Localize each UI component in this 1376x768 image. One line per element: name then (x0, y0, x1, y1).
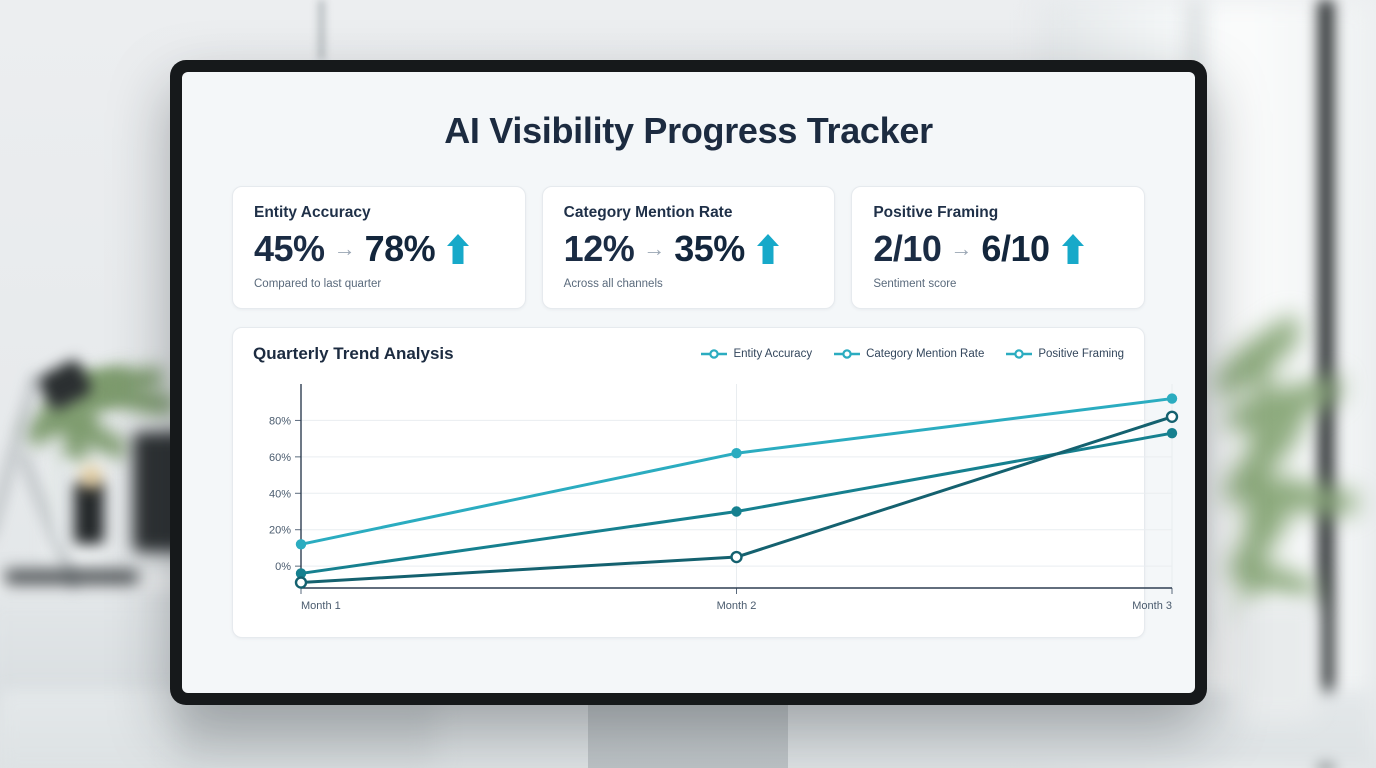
data-point (1166, 427, 1178, 439)
transition-arrow-icon: → (643, 236, 666, 261)
stat-card-category-mention-rate[interactable]: Category Mention Rate 12% → 35% Acros (541, 186, 836, 309)
data-point (731, 448, 742, 459)
page-title: AI Visibility Progress Tracker (444, 110, 933, 151)
data-point (295, 539, 307, 550)
candle (74, 482, 104, 544)
chart-panel: Quarterly Trend Analysis Entity Accuracy (232, 327, 1179, 638)
monitor-bezel: AI Visibility Progress Tracker Entity Ac… (170, 60, 1207, 705)
chart-title: Quarterly Trend Analysis (253, 344, 454, 363)
legend-marker-icon (834, 349, 861, 359)
data-point (731, 506, 742, 517)
stat-card-values: 45% → 78% (254, 228, 504, 270)
stat-card-values: 2/10 → 6/10 (873, 228, 1123, 270)
stat-card-positive-framing[interactable]: Positive Framing 2/10 → 6/10 Sentimen (851, 186, 1146, 309)
chart-legend: Entity Accuracy Category Mention Rate (701, 348, 1124, 360)
legend-label: Positive Framing (1038, 348, 1124, 360)
stat-card-entity-accuracy[interactable]: Entity Accuracy 45% → 78% Compared to (232, 186, 526, 309)
stat-card-subtitle: Across all channels (563, 278, 663, 290)
value-before: 2/10 (873, 228, 942, 269)
data-point (1166, 393, 1178, 404)
ceiling-strip (318, 0, 325, 60)
y-axis-tick-label: 20% (269, 525, 291, 537)
chart-header: Quarterly Trend Analysis Entity Accuracy (253, 344, 1124, 364)
y-axis-tick-label: 80% (269, 415, 291, 427)
stat-card-title: Positive Framing (873, 204, 999, 221)
chair (176, 700, 436, 768)
data-point (730, 550, 743, 564)
stat-card-values: 12% → 35% (564, 228, 814, 270)
y-axis-tick-label: 0% (275, 561, 291, 573)
transition-arrow-icon: → (950, 236, 973, 261)
bottle (56, 462, 70, 544)
up-arrow-icon (445, 232, 471, 266)
legend-marker-icon (701, 349, 728, 359)
legend-label: Category Mention Rate (866, 348, 985, 360)
legend-item-category-mention-rate[interactable]: Category Mention Rate (834, 348, 984, 360)
value-after: 78% (364, 228, 436, 269)
value-after: 35% (674, 228, 745, 269)
chart-canvas: 0% 20% 40% 60% 80% Month 1 Month 2 Month 3 (269, 384, 1179, 612)
monitor-stand (588, 705, 788, 768)
up-arrow-icon (1060, 232, 1086, 266)
value-before: 45% (254, 228, 325, 269)
value-after: 6/10 (981, 228, 1050, 269)
transition-arrow-icon: → (333, 236, 356, 261)
y-axis-tick-label: 40% (269, 488, 291, 500)
dashboard: AI Visibility Progress Tracker Entity Ac… (182, 72, 1195, 693)
data-point (1165, 410, 1179, 423)
stat-card-subtitle: Sentiment score (873, 278, 957, 290)
plant-pot-right (1232, 600, 1318, 720)
monitor-screen: AI Visibility Progress Tracker Entity Ac… (182, 72, 1195, 693)
x-axis-tick-label: Month 3 (1132, 600, 1172, 612)
stat-card-subtitle: Compared to last quarter (254, 278, 382, 290)
stat-card-title: Category Mention Rate (563, 204, 733, 221)
lamp-base (4, 570, 139, 584)
x-axis-tick-label: Month 2 (717, 600, 757, 612)
line-chart: 0% 20% 40% 60% 80% Month 1 Month 2 Month 3 (253, 376, 1179, 627)
stat-card-title: Entity Accuracy (254, 204, 371, 221)
stat-card-row: Entity Accuracy 45% → 78% Compared to (232, 186, 1146, 309)
x-axis-tick-label: Month 1 (301, 600, 341, 612)
candle-flame (82, 466, 100, 488)
legend-label: Entity Accuracy (733, 348, 813, 360)
legend-marker-icon (1006, 349, 1033, 359)
value-before: 12% (563, 228, 635, 269)
y-axis-tick-label: 60% (269, 452, 291, 464)
data-point (294, 576, 308, 589)
data-point (295, 568, 307, 579)
legend-item-entity-accuracy[interactable]: Entity Accuracy (701, 348, 812, 360)
up-arrow-icon (755, 232, 781, 266)
legend-item-positive-framing[interactable]: Positive Framing (1006, 348, 1124, 360)
